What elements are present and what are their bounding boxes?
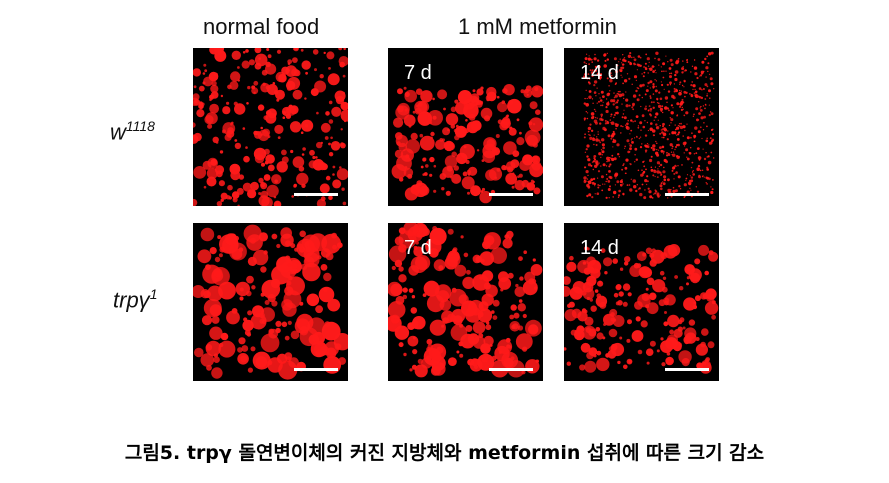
lipid-droplets-trpgamma-7d <box>388 223 543 378</box>
row-label-trpgamma-sup: 1 <box>149 286 158 302</box>
timepoint-14d-label: 14 d <box>580 62 619 84</box>
row-label-w1118-base: w <box>110 119 126 145</box>
droplet-group <box>193 48 348 206</box>
row-label-trpgamma-base: trpγ <box>113 287 150 313</box>
droplet-group <box>193 224 348 380</box>
droplet-group <box>388 223 543 378</box>
row-label-trpgamma: trpγ1 <box>113 286 157 313</box>
timepoint-7d-label: 7 d <box>404 62 432 84</box>
lipid-droplets-w1118-7d <box>391 84 543 204</box>
lipid-droplets-w1118-14d <box>583 51 715 200</box>
scale-bar <box>665 368 709 371</box>
lipid-droplets-trpgamma-normal <box>193 224 348 380</box>
scale-bar <box>665 193 709 196</box>
micrograph-trpgamma-metformin-14d: 14 d <box>564 223 719 381</box>
droplet-group <box>564 244 719 374</box>
micrograph-w1118-metformin-7d: 7 d <box>388 48 543 206</box>
micrograph-trpgamma-normal-food <box>193 223 348 381</box>
scale-bar <box>489 368 533 371</box>
column-header-normal-food: normal food <box>203 14 320 39</box>
micrograph-trpgamma-metformin-7d: 7 d <box>388 223 543 381</box>
timepoint-14d-label: 14 d <box>580 237 619 259</box>
row-label-w1118-sup: 1118 <box>125 118 155 134</box>
micrograph-w1118-normal-food <box>193 48 348 206</box>
scale-bar <box>294 193 338 196</box>
figure-caption: 그림5. trpγ 돌연변이체의 커진 지방체와 metformin 섭취에 따… <box>124 442 765 464</box>
row-label-w1118: w1118 <box>110 118 155 145</box>
column-header-metformin: 1 mM metformin <box>458 14 617 39</box>
scale-bar <box>489 193 533 196</box>
lipid-droplets-trpgamma-14d <box>564 244 719 374</box>
droplet-group <box>583 51 715 200</box>
timepoint-7d-label: 7 d <box>404 237 432 259</box>
scale-bar <box>294 368 338 371</box>
lipid-droplets-w1118-normal <box>193 48 348 206</box>
droplet-group <box>391 84 543 204</box>
micrograph-w1118-metformin-14d: 14 d <box>564 48 719 206</box>
